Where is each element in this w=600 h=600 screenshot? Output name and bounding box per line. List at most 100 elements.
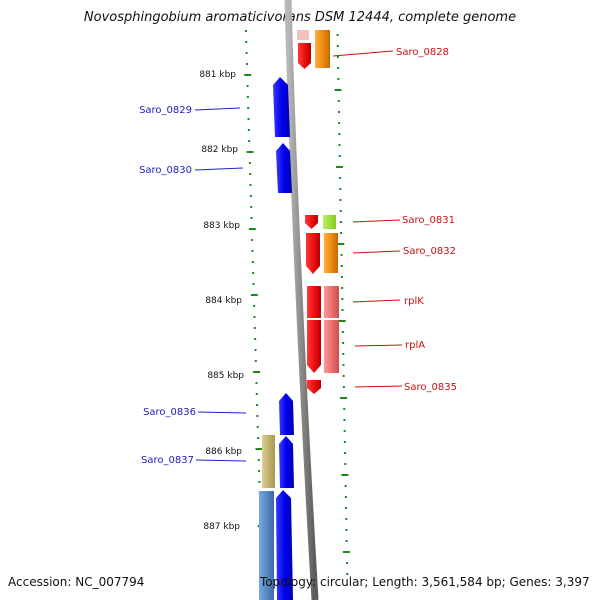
gene-label-saro-0831[interactable]: Saro_0831 — [402, 215, 455, 226]
scale-tick — [341, 331, 344, 333]
gene-label-rplk[interactable]: rplK — [404, 296, 424, 307]
scale-tick — [344, 463, 347, 465]
scale-tick — [345, 529, 348, 531]
kbp-scale-ticks — [244, 30, 265, 571]
scale-tick — [342, 353, 345, 355]
gene-label-saro-0829[interactable]: Saro_0829 — [139, 105, 192, 116]
scale-tick — [255, 448, 263, 450]
gene-label-saro-0836[interactable]: Saro_0836 — [143, 407, 196, 418]
scale-tick — [342, 551, 350, 553]
scale-tick — [256, 415, 259, 417]
scale-tick — [337, 78, 340, 80]
scale-tick — [258, 470, 261, 472]
scale-tick — [337, 100, 340, 102]
map-title: Novosphingobium aromaticivorans DSM 1244… — [83, 10, 517, 25]
scale-tick — [248, 162, 251, 164]
scale-tick — [338, 320, 346, 322]
gene-label-saro-0830[interactable]: Saro_0830 — [139, 165, 192, 176]
genome-backbone — [284, 0, 319, 600]
gene-feature-saro-0832[interactable] — [306, 233, 338, 274]
gene-feature-unlabeled[interactable] — [259, 490, 293, 600]
right-scale-ticks — [334, 34, 350, 575]
kbp-axis-labels: 881 kbp 882 kbp 883 kbp 884 kbp 885 kbp … — [199, 70, 244, 532]
scale-tick — [245, 52, 248, 54]
gene-feature-saro-0829[interactable] — [273, 77, 290, 137]
scale-tick — [251, 250, 254, 252]
scale-tick — [339, 221, 342, 223]
scale-tick — [246, 151, 254, 153]
scale-tick — [341, 474, 349, 476]
scale-tick — [254, 349, 257, 351]
gene-labels: Saro_0828 Saro_0829 Saro_0830 Saro_0831 … — [139, 47, 457, 466]
scale-tick — [245, 63, 248, 65]
gene-label-saro-0832[interactable]: Saro_0832 — [403, 246, 456, 257]
scale-tick — [340, 265, 343, 267]
scale-tick — [247, 107, 250, 109]
gene-feature-rplk[interactable] — [307, 286, 339, 318]
scale-tick — [345, 540, 348, 542]
scale-tick — [339, 177, 342, 179]
scale-tick — [334, 89, 342, 91]
scale-tick — [345, 507, 348, 509]
scale-tick — [254, 360, 257, 362]
scale-tick — [249, 184, 252, 186]
scale-tick — [254, 338, 257, 340]
scale-tick — [250, 217, 253, 219]
scale-tick — [337, 67, 340, 69]
scale-tick — [337, 243, 345, 245]
gene-label-rpla[interactable]: rplA — [405, 340, 425, 351]
scale-tick — [338, 144, 341, 146]
scale-tick — [250, 206, 253, 208]
scale-tick — [245, 41, 248, 43]
scale-tick — [244, 74, 252, 76]
scale-tick — [252, 283, 255, 285]
scale-tick — [248, 228, 256, 230]
scale-tick — [343, 419, 346, 421]
gene-feature-saro-0837[interactable] — [262, 435, 294, 488]
scale-tick — [345, 518, 348, 520]
scale-tick — [246, 85, 249, 87]
scale-tick — [340, 232, 343, 234]
gene-feature-saro-0836[interactable] — [279, 393, 294, 435]
label-leader-lines — [194, 50, 403, 462]
scale-tick — [346, 562, 349, 564]
scale-tick — [336, 45, 339, 47]
scale-tick — [342, 342, 345, 344]
gene-feature-rpla[interactable] — [307, 320, 339, 373]
scale-tick — [341, 309, 344, 311]
gene-features — [259, 30, 339, 600]
scale-tick — [251, 261, 254, 263]
gene-feature-saro-0835[interactable] — [307, 380, 321, 394]
gene-label-saro-0837[interactable]: Saro_0837 — [141, 455, 194, 466]
scale-tick — [248, 140, 251, 142]
gene-label-saro-0835[interactable]: Saro_0835 — [404, 382, 457, 393]
scale-tick — [342, 364, 345, 366]
scale-tick — [253, 327, 256, 329]
scale-tick — [342, 386, 345, 388]
axis-label: 885 kbp — [207, 371, 244, 381]
topology-text: Topology: circular; Length: 3,561,584 bp… — [260, 575, 590, 589]
gene-feature-saro-0830[interactable] — [276, 143, 292, 193]
scale-tick — [255, 393, 258, 395]
gene-feature-saro-0831[interactable] — [305, 215, 336, 229]
gene-label-saro-0828[interactable]: Saro_0828 — [396, 47, 449, 58]
scale-tick — [256, 426, 259, 428]
axis-label: 886 kbp — [205, 447, 242, 457]
scale-tick — [246, 96, 249, 98]
scale-tick — [339, 188, 342, 190]
accession-text: Accession: NC_007794 — [8, 575, 145, 589]
scale-tick — [340, 397, 348, 399]
scale-tick — [258, 481, 261, 483]
scale-tick — [253, 371, 261, 373]
scale-tick — [343, 441, 346, 443]
gene-feature-saro-0828[interactable] — [297, 30, 330, 69]
scale-tick — [244, 30, 247, 32]
scale-tick — [344, 485, 347, 487]
scale-tick — [337, 111, 340, 113]
scale-tick — [338, 155, 341, 157]
scale-tick — [251, 239, 254, 241]
scale-tick — [257, 459, 260, 461]
scale-tick — [257, 437, 260, 439]
axis-label: 887 kbp — [203, 522, 240, 532]
